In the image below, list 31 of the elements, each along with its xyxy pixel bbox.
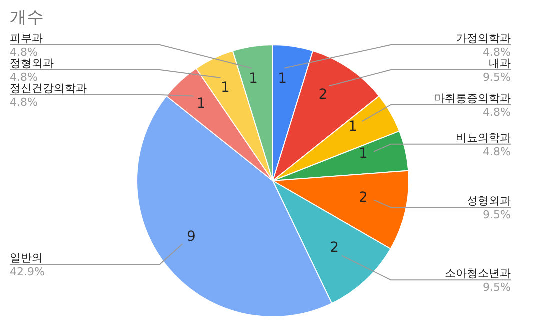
text: 42.9%	[10, 266, 45, 279]
text: 4.8%	[10, 71, 38, 84]
text: 4.8%	[483, 46, 511, 59]
slice-label: 가정의학과	[456, 32, 511, 45]
slice-label: 소아청소년과	[445, 267, 511, 280]
slice-label: 정신건강의학과	[10, 82, 87, 95]
data-label: 2	[359, 190, 368, 206]
data-label: 2	[330, 240, 340, 256]
slice-label: 마취통증의학과	[434, 92, 511, 105]
data-label: 1	[359, 146, 368, 162]
data-label: 1	[278, 71, 288, 88]
data-label: 1	[348, 119, 358, 136]
slice-label: 정형외과	[10, 57, 54, 70]
data-label: 1	[196, 96, 206, 112]
text: 4.8%	[483, 106, 511, 119]
text: 9.5%	[483, 208, 511, 222]
data-label: 1	[248, 71, 258, 88]
slice-label: 일반의	[10, 252, 43, 265]
text: 4.8%	[10, 96, 38, 109]
text: 9.5%	[483, 281, 511, 294]
data-label: 9	[186, 229, 196, 246]
slice-label: 피부과	[10, 32, 43, 45]
slice-label: 내과	[489, 57, 511, 70]
data-label: 2	[318, 87, 328, 104]
text: 4.8%	[483, 145, 511, 158]
text: 4.8%	[10, 46, 38, 59]
slice-label: 비뇨의학과	[456, 131, 511, 144]
slice-label: 성형외과	[467, 194, 511, 208]
text: 9.5%	[483, 71, 511, 84]
chart-title: 개수	[10, 7, 44, 29]
data-label: 1	[221, 80, 230, 96]
